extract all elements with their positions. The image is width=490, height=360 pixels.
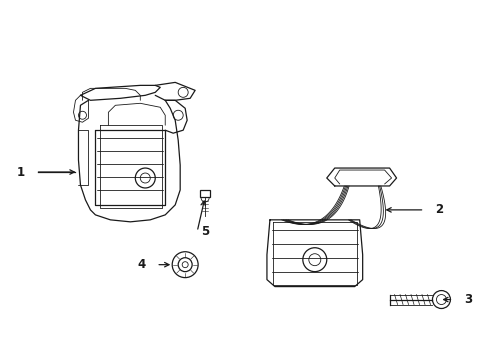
FancyBboxPatch shape: [200, 190, 210, 197]
Text: 1: 1: [17, 166, 24, 179]
Text: 2: 2: [436, 203, 443, 216]
Text: 5: 5: [201, 225, 209, 238]
Text: 4: 4: [137, 258, 145, 271]
Text: 3: 3: [465, 293, 472, 306]
